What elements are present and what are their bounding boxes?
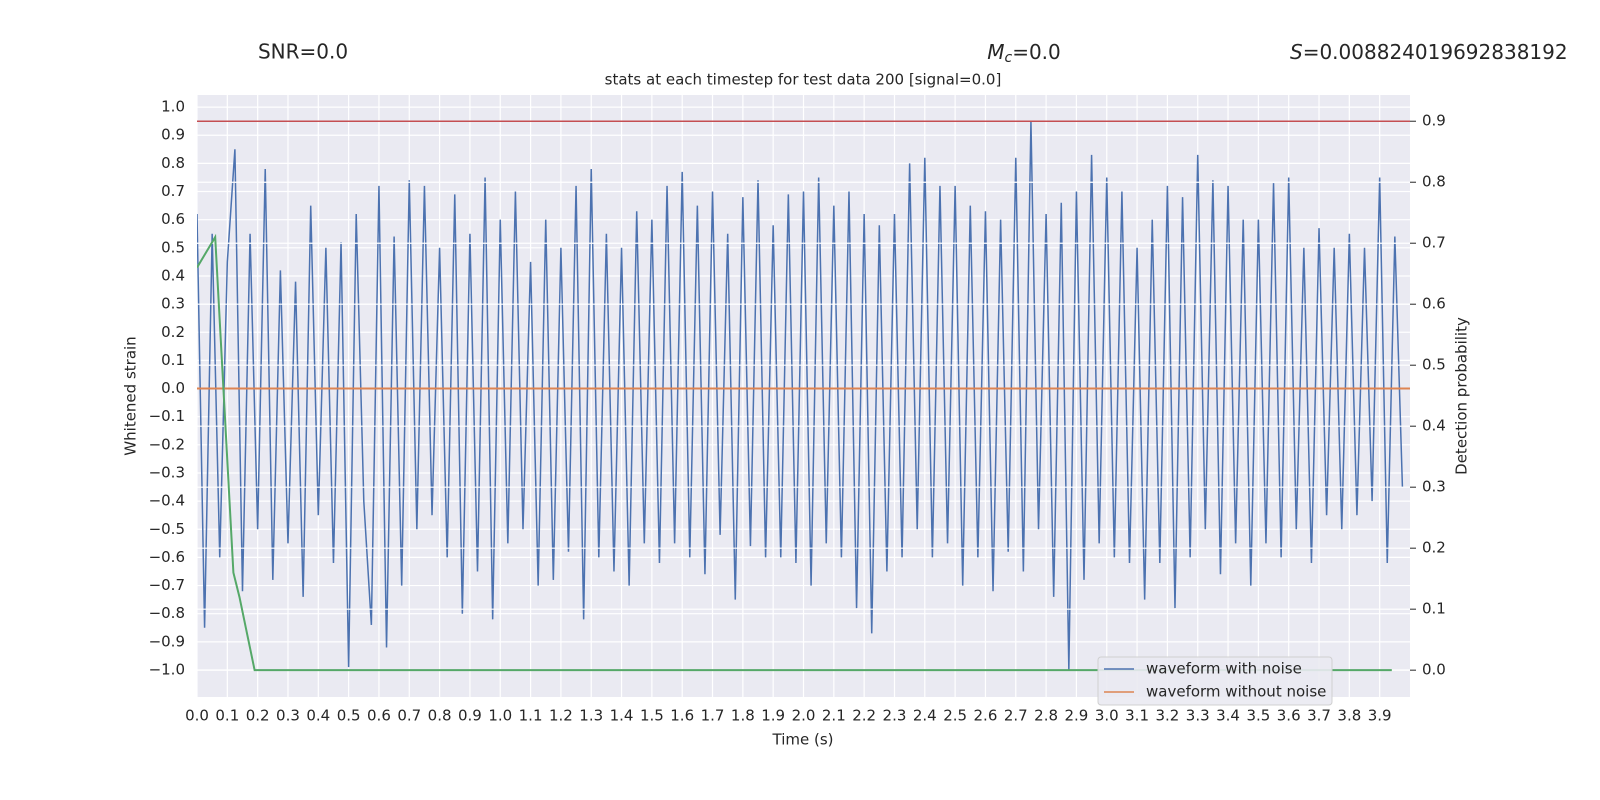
legend-label: waveform without noise	[1146, 683, 1326, 701]
y-tick-label: −1.0	[149, 660, 185, 678]
y-tick-label: 0.2	[161, 323, 185, 341]
x-tick-label: 0.3	[276, 707, 300, 725]
x-tick-label: 0.0	[185, 707, 209, 725]
x-tick-label: 2.3	[883, 707, 907, 725]
y-tick-label: −0.9	[149, 632, 185, 650]
chart-title: stats at each timestep for test data 200…	[605, 71, 1002, 89]
y2-tick-label: 0.9	[1422, 112, 1446, 130]
x-tick-label: 2.7	[1004, 707, 1028, 725]
x-tick-label: 0.2	[246, 707, 270, 725]
y2-tick-label: 0.1	[1422, 600, 1446, 618]
x-tick-label: 0.8	[428, 707, 452, 725]
y2-tick-label: 0.7	[1422, 234, 1446, 252]
x-tick-label: 0.6	[367, 707, 391, 725]
x-tick-label: 1.7	[701, 707, 725, 725]
y-tick-label: 0.9	[161, 126, 185, 144]
x-tick-label: 0.5	[337, 707, 361, 725]
x-tick-label: 0.4	[306, 707, 330, 725]
x-tick-label: 2.5	[943, 707, 967, 725]
x-tick-label: 2.8	[1034, 707, 1058, 725]
mc-annotation: Mc=0.0	[987, 40, 1061, 67]
y2-tick-label: 0.0	[1422, 661, 1446, 679]
x-axis-label: Time (s)	[772, 731, 834, 749]
x-tick-label: 2.1	[822, 707, 846, 725]
x-tick-label: 3.5	[1246, 707, 1270, 725]
x-tick-label: 1.6	[670, 707, 694, 725]
y2-tick-label: 0.4	[1422, 417, 1446, 435]
x-tick-label: 1.4	[610, 707, 634, 725]
y-tick-label: −0.3	[149, 463, 185, 481]
y-tick-label: 1.0	[161, 98, 185, 116]
x-tick-label: 1.1	[519, 707, 543, 725]
x-tick-label: 3.6	[1277, 707, 1301, 725]
plot	[197, 120, 1410, 672]
x-tick-label: 1.0	[488, 707, 512, 725]
detection-probability-line	[197, 233, 1392, 672]
x-tick-label: 1.3	[579, 707, 603, 725]
y-tick-label: −0.7	[149, 576, 185, 594]
mc-symbol: M	[987, 40, 1004, 64]
y2-tick-label: 0.3	[1422, 478, 1446, 496]
x-tick-label: 3.8	[1337, 707, 1361, 725]
y-tick-label: −0.1	[149, 407, 185, 425]
x-tick-label: 0.7	[397, 707, 421, 725]
y-tick-label: −0.6	[149, 548, 185, 566]
y2-tick-label: 0.8	[1422, 173, 1446, 191]
y2-tick-label: 0.6	[1422, 295, 1446, 313]
mc-text: =0.0	[1012, 40, 1061, 64]
s-text: =0.008824019692838192	[1303, 40, 1568, 64]
s-annotation: S=0.008824019692838192	[1290, 40, 1568, 64]
legend-label: waveform with noise	[1146, 660, 1302, 678]
y-tick-label: −0.2	[149, 435, 185, 453]
y-tick-label: 0.4	[161, 266, 185, 284]
y-tick-label: 0.5	[161, 238, 185, 256]
x-tick-label: 3.2	[1155, 707, 1179, 725]
x-tick-label: 2.9	[1064, 707, 1088, 725]
s-symbol: S	[1290, 40, 1303, 64]
x-tick-label: 3.7	[1307, 707, 1331, 725]
x-tick-label: 2.2	[852, 707, 876, 725]
y2-tick-label: 0.5	[1422, 356, 1446, 374]
x-tick-label: 1.5	[640, 707, 664, 725]
y-tick-label: 0.3	[161, 295, 185, 313]
y-tick-label: 0.7	[161, 182, 185, 200]
x-tick-label: 2.6	[974, 707, 998, 725]
x-tick-label: 3.0	[1095, 707, 1119, 725]
x-tick-label: 3.1	[1125, 707, 1149, 725]
y2-tick-label: 0.2	[1422, 539, 1446, 557]
x-tick-label: 2.0	[792, 707, 816, 725]
y-tick-label: 0.0	[161, 379, 185, 397]
x-tick-label: 0.1	[215, 707, 239, 725]
legend: waveform with noise waveform without nois…	[1097, 656, 1333, 706]
grid	[196, 95, 1410, 697]
y-tick-label: −0.8	[149, 604, 185, 622]
x-tick-label: 1.9	[761, 707, 785, 725]
y-axis-label: Whitened strain	[122, 336, 140, 455]
x-tick-label: 1.2	[549, 707, 573, 725]
x-tick-label: 2.4	[913, 707, 937, 725]
mc-subscript: c	[1004, 50, 1012, 66]
x-tick-label: 3.4	[1216, 707, 1240, 725]
y-tick-label: −0.5	[149, 520, 185, 538]
series-line	[197, 121, 1404, 670]
y-tick-label: 0.8	[161, 154, 185, 172]
x-tick-label: 1.8	[731, 707, 755, 725]
y-tick-label: −0.4	[149, 492, 185, 510]
x-tick-label: 3.9	[1368, 707, 1392, 725]
y2-axis-label: Detection probability	[1453, 317, 1471, 475]
legend-box	[1097, 656, 1333, 706]
snr-annotation: SNR=0.0	[258, 40, 348, 64]
x-tick-label: 3.3	[1186, 707, 1210, 725]
x-tick-label: 0.9	[458, 707, 482, 725]
y-tick-label: 0.1	[161, 351, 185, 369]
y-tick-label: 0.6	[161, 210, 185, 228]
